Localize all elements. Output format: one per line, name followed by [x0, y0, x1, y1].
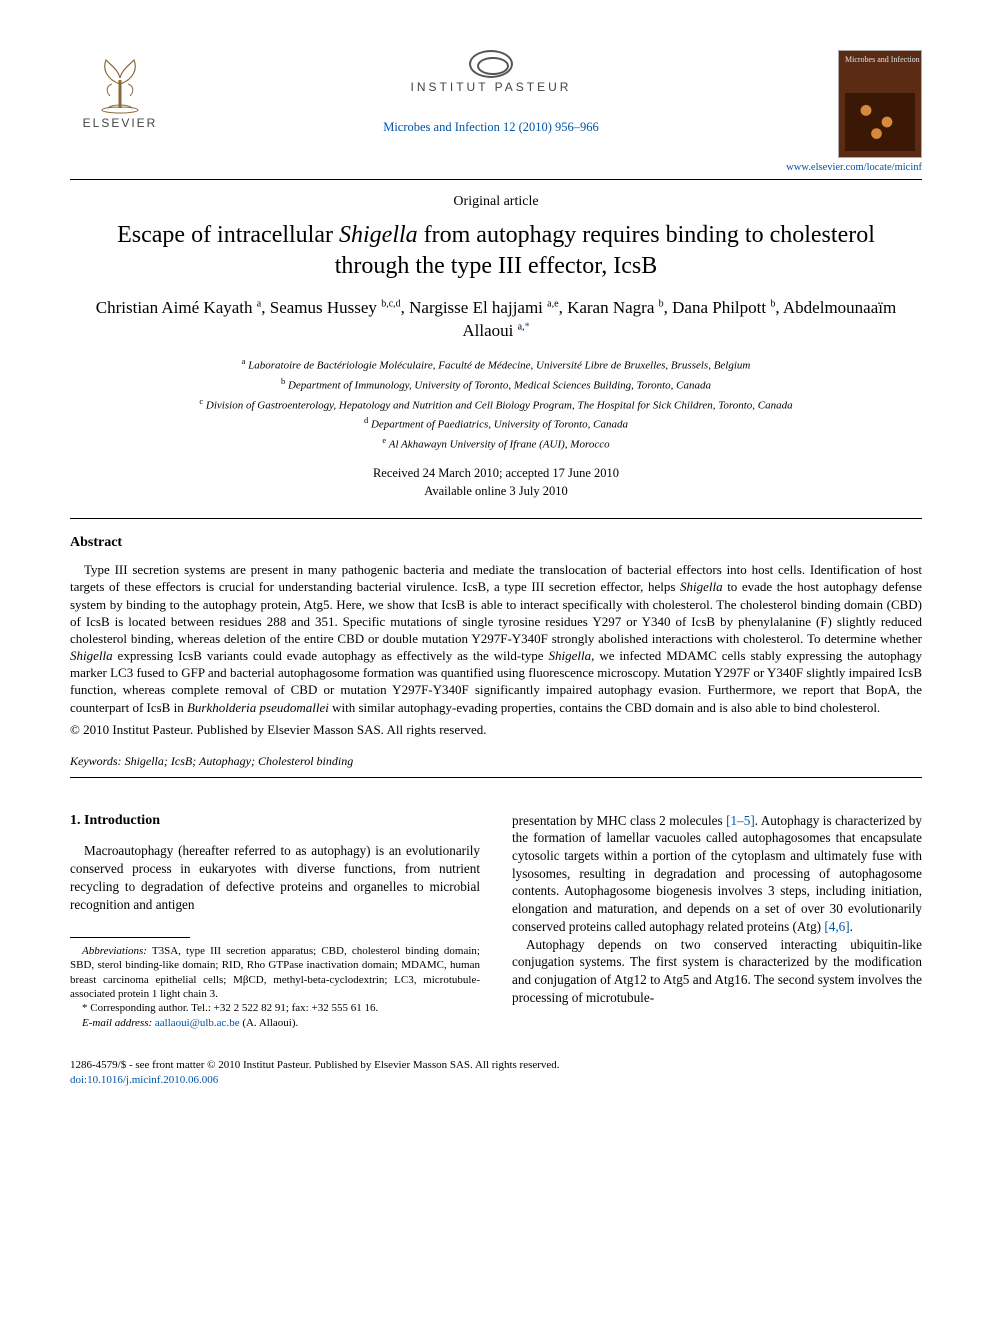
email-link[interactable]: aallaoui@ulb.ac.be [152, 1017, 239, 1029]
available-date: Available online 3 July 2010 [70, 483, 922, 501]
abstract-heading: Abstract [70, 535, 922, 551]
abbrev-label: Abbreviations: [82, 945, 147, 957]
footer-doi: doi:10.1016/j.micinf.2010.06.006 [70, 1073, 922, 1088]
journal-cover: Microbes and Infection www.elsevier.com/… [812, 50, 922, 173]
article-type: Original article [70, 194, 922, 210]
footnotes: Abbreviations: T3SA, type III secretion … [70, 944, 480, 1030]
cover-title-text: Microbes and Infection [845, 55, 920, 64]
affiliation-item: e Al Akhawayn University of Ifrane (AUI)… [80, 434, 912, 454]
email-label: E-mail address: [82, 1017, 152, 1029]
section-heading-intro: 1. Introduction [70, 812, 480, 831]
pasteur-oval-icon [469, 50, 513, 78]
cover-thumbnail: Microbes and Infection [838, 50, 922, 158]
body-columns: 1. Introduction Macroautophagy (hereafte… [70, 812, 922, 1030]
header-rule [70, 179, 922, 180]
affiliation-item: a Laboratoire de Bactériologie Moléculai… [80, 355, 912, 375]
journal-homepage-link[interactable]: www.elsevier.com/locate/micinf [786, 162, 922, 173]
abstract-bottom-rule [70, 777, 922, 778]
title-text-ital: Shigella [339, 222, 418, 248]
abstract-copyright: © 2010 Institut Pasteur. Published by El… [70, 722, 922, 738]
cover-image-icon [845, 93, 915, 151]
abstract-body: Type III secretion systems are present i… [70, 561, 922, 715]
elsevier-tree-icon [88, 50, 152, 114]
abstract-top-rule [70, 518, 922, 519]
affiliation-item: c Division of Gastroenterology, Hepatolo… [80, 395, 912, 415]
header-center: INSTITUT PASTEUR Microbes and Infection … [170, 50, 812, 135]
affiliation-list: a Laboratoire de Bactériologie Moléculai… [80, 355, 912, 453]
affiliation-item: b Department of Immunology, University o… [80, 375, 912, 395]
keywords-text: Shigella; IcsB; Autophagy; Cholesterol b… [122, 754, 354, 768]
email-tail: (A. Allaoui). [240, 1017, 299, 1029]
elsevier-logo: ELSEVIER [70, 50, 170, 130]
keywords-line: Keywords: Shigella; IcsB; Autophagy; Cho… [70, 754, 922, 769]
right-column: presentation by MHC class 2 molecules [1… [512, 812, 922, 1030]
footer-copyright: 1286-4579/$ - see front matter © 2010 In… [70, 1058, 922, 1073]
page-header: ELSEVIER INSTITUT PASTEUR Microbes and I… [70, 50, 922, 173]
elsevier-wordmark: ELSEVIER [83, 116, 158, 130]
corresponding-author-footnote: * Corresponding author. Tel.: +32 2 522 … [70, 1001, 480, 1015]
abbreviations-footnote: Abbreviations: T3SA, type III secretion … [70, 944, 480, 1001]
intro-para-1-left: Macroautophagy (hereafter referred to as… [70, 842, 480, 913]
institut-pasteur-logo: INSTITUT PASTEUR [411, 50, 572, 94]
left-column: 1. Introduction Macroautophagy (hereafte… [70, 812, 480, 1030]
article-dates: Received 24 March 2010; accepted 17 June… [70, 465, 922, 500]
title-text-pre: Escape of intracellular [117, 222, 339, 248]
pasteur-wordmark: INSTITUT PASTEUR [411, 80, 572, 94]
article-title: Escape of intracellular Shigella from au… [88, 220, 904, 281]
intro-para-1-right: presentation by MHC class 2 molecules [1… [512, 812, 922, 936]
keywords-label: Keywords: [70, 754, 122, 768]
journal-citation: Microbes and Infection 12 (2010) 956–966 [180, 120, 802, 135]
footnote-rule [70, 937, 190, 938]
page-footer: 1286-4579/$ - see front matter © 2010 In… [70, 1058, 922, 1088]
intro-para-2-right: Autophagy depends on two conserved inter… [512, 936, 922, 1007]
received-date: Received 24 March 2010; accepted 17 June… [70, 465, 922, 483]
affiliation-item: d Department of Paediatrics, University … [80, 414, 912, 434]
email-footnote: E-mail address: aallaoui@ulb.ac.be (A. A… [70, 1016, 480, 1030]
author-list: Christian Aimé Kayath a, Seamus Hussey b… [90, 297, 902, 343]
